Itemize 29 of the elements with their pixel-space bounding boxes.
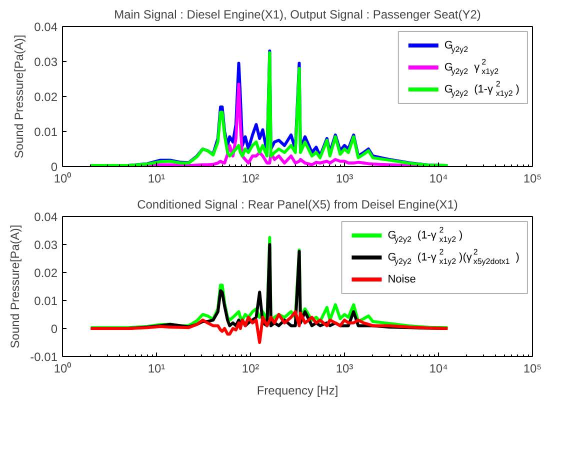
y-tick-label: 0.01 xyxy=(34,125,58,139)
x-tick-label: 10² xyxy=(242,362,260,376)
y-axis-title: Sound Pressure[Pa(A)] xyxy=(12,34,26,158)
y-tick-label: -0.01 xyxy=(30,350,58,364)
y-tick-label: 0.03 xyxy=(34,238,58,252)
x-tick-label: 10⁰ xyxy=(54,172,72,186)
y-tick-label: 0.01 xyxy=(34,294,58,308)
x-tick-label: 10¹ xyxy=(148,172,166,186)
y-axis-title: Sound Pressure[Pa(A)] xyxy=(8,224,22,348)
x-tick-label: 10⁵ xyxy=(523,172,542,186)
x-tick-label: 10⁴ xyxy=(429,172,448,186)
x-axis-title: Frequency [Hz] xyxy=(256,384,338,398)
y-tick-label: 0.04 xyxy=(34,210,58,224)
x-tick-label: 10⁵ xyxy=(523,362,542,376)
y-tick-label: 0 xyxy=(50,322,58,336)
x-tick-label: 10⁴ xyxy=(429,362,448,376)
y-tick-label: 0.03 xyxy=(34,55,58,69)
x-tick-label: 10² xyxy=(242,172,260,186)
x-tick-label: 10³ xyxy=(336,362,354,376)
y-tick-label: 0.04 xyxy=(34,20,58,34)
y-tick-label: 0 xyxy=(50,160,58,174)
x-tick-label: 10⁰ xyxy=(54,362,72,376)
y-tick-label: 0.02 xyxy=(34,90,58,104)
legend-label: Noise xyxy=(388,274,416,286)
x-tick-label: 10³ xyxy=(336,172,354,186)
chart-title: Conditioned Signal : Rear Panel(X5) from Deisel Engine(X1) xyxy=(137,198,458,212)
x-tick-label: 10¹ xyxy=(148,362,166,376)
chart-title: Main Signal : Diesel Engine(X1), Output Signal : Passenger Seat(Y2) xyxy=(114,8,481,22)
y-tick-label: 0.02 xyxy=(34,266,58,280)
